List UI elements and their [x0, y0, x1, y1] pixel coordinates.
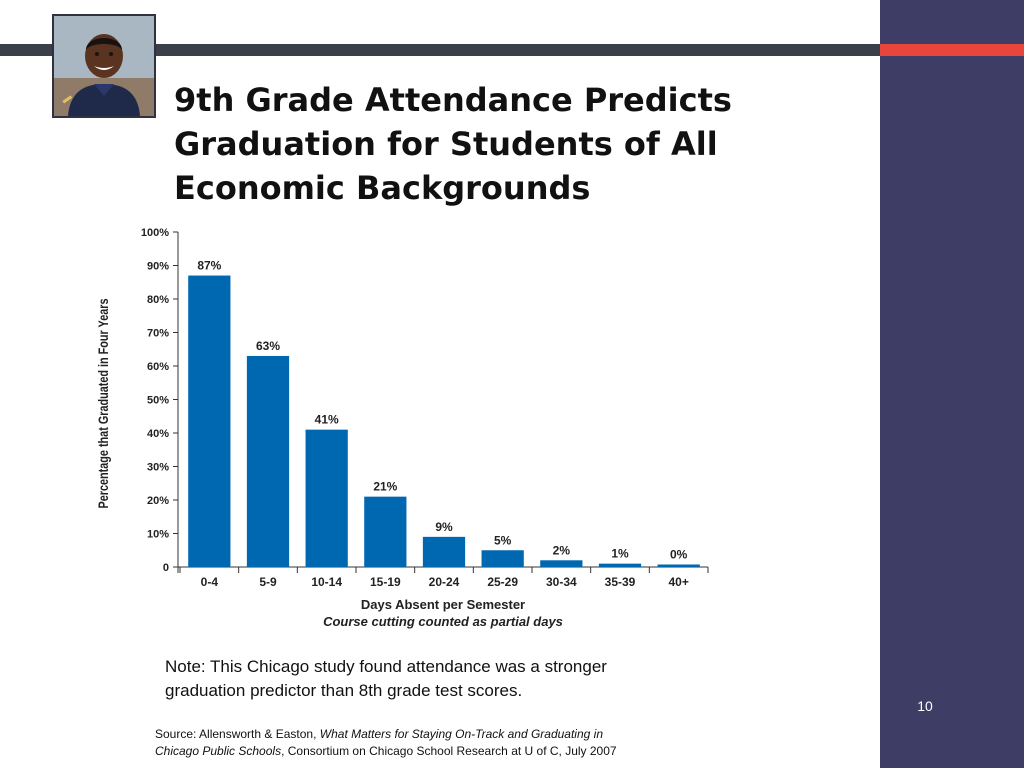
student-photo — [52, 14, 156, 118]
y-tick-label: 20% — [147, 495, 169, 507]
y-tick-label: 40% — [147, 428, 169, 440]
y-tick-label: 30% — [147, 462, 169, 474]
source-title-part-2: Chicago Public Schools — [155, 744, 282, 758]
y-axis-title: Percentage that Graduated in Four Years — [95, 298, 111, 508]
y-tick-label: 70% — [147, 328, 169, 340]
bar — [657, 564, 700, 567]
slide-title: 9th Grade Attendance Predicts Graduation… — [174, 78, 864, 210]
note-line-1: Note: This Chicago study found attendanc… — [165, 657, 607, 676]
bar-data-label: 5% — [494, 533, 512, 547]
side-panel — [880, 0, 1024, 768]
y-tick-label: 0 — [163, 562, 169, 574]
source-suffix: , Consortium on Chicago School Research … — [281, 744, 617, 758]
bar — [422, 536, 466, 567]
x-category-label: 30-34 — [546, 575, 577, 589]
source-line-1: Source: Allensworth & Easton, What Matte… — [155, 726, 775, 743]
x-category-label: 35-39 — [605, 575, 636, 589]
source-title-part-1: What Matters for Staying On-Track and Gr… — [319, 727, 603, 741]
bar-data-label: 9% — [435, 520, 453, 534]
bar — [364, 496, 407, 567]
note-line-2: graduation predictor than 8th grade test… — [165, 681, 523, 700]
x-axis-title: Days Absent per Semester — [361, 597, 525, 612]
title-line-3: Economic Backgrounds — [174, 169, 591, 207]
source-citation: Source: Allensworth & Easton, What Matte… — [155, 726, 775, 760]
bar-data-label: 21% — [373, 480, 397, 494]
side-accent-bar — [880, 44, 1024, 56]
student-photo-icon — [54, 16, 154, 116]
note-text: Note: This Chicago study found attendanc… — [165, 655, 765, 703]
source-line-2: Chicago Public Schools, Consortium on Ch… — [155, 743, 775, 760]
x-category-label: 25-29 — [487, 575, 518, 589]
bar — [481, 550, 524, 567]
bar — [598, 563, 642, 567]
top-divider-bar — [0, 44, 880, 56]
x-category-label: 0-4 — [201, 575, 219, 589]
x-category-label: 40+ — [668, 575, 688, 589]
y-tick-label: 50% — [147, 395, 169, 407]
slide-number: 10 — [917, 698, 933, 714]
y-tick-label: 60% — [147, 361, 169, 373]
bar-data-label: 87% — [197, 259, 221, 273]
y-tick-label: 10% — [147, 529, 169, 541]
bar — [305, 429, 348, 567]
x-category-label: 20-24 — [429, 575, 460, 589]
bar-data-label: 63% — [256, 339, 280, 353]
y-tick-label: 90% — [147, 261, 169, 273]
y-tick-label: 100% — [141, 227, 169, 239]
x-category-label: 10-14 — [311, 575, 342, 589]
x-axis-subtitle: Course cutting counted as partial days — [323, 614, 563, 629]
bar-data-label: 0% — [670, 548, 688, 562]
attendance-bar-chart: 0 10% 20% 30% 40% 50% 60% 70% 80% 90% 100% 87% 0-4 63… — [95, 227, 709, 629]
x-category-label: 15-19 — [370, 575, 401, 589]
bar — [188, 275, 231, 567]
x-category-label: 5-9 — [259, 575, 277, 589]
title-line-1: 9th Grade Attendance Predicts — [174, 81, 732, 119]
bar-data-label: 1% — [611, 547, 629, 561]
source-prefix: Source: Allensworth & Easton, — [155, 727, 320, 741]
bar-data-label: 2% — [553, 543, 571, 557]
bar-data-label: 41% — [315, 413, 339, 427]
bar — [246, 355, 290, 567]
y-tick-label: 80% — [147, 294, 169, 306]
title-line-2: Graduation for Students of All — [174, 125, 718, 163]
bar — [540, 560, 583, 567]
